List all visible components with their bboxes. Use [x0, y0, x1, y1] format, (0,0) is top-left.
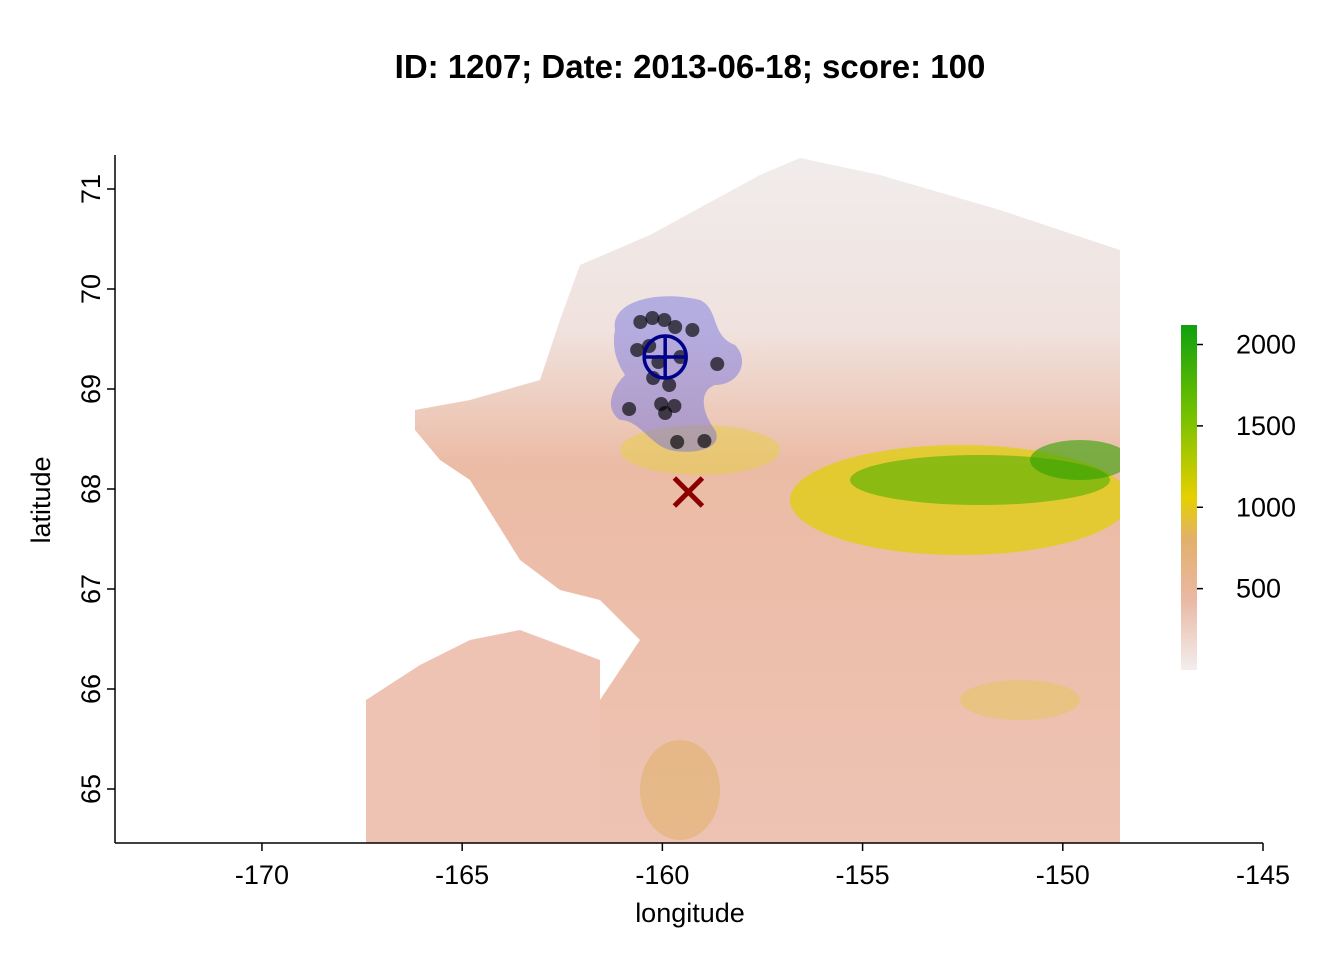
chart-title: ID: 1207; Date: 2013-06-18; score: 100 — [395, 48, 986, 85]
point — [645, 311, 660, 325]
y-tick-label: 67 — [76, 574, 106, 604]
colorbar-tick-label: 2000 — [1236, 330, 1296, 360]
centroid-cross — [644, 336, 687, 378]
point — [670, 435, 685, 449]
point — [668, 320, 683, 334]
x-axis-label: longitude — [635, 898, 745, 928]
point — [657, 313, 672, 327]
terrain — [366, 158, 1120, 843]
x-tick-label: -145 — [1236, 860, 1290, 890]
point — [622, 402, 637, 416]
colorbar — [1181, 325, 1197, 670]
point — [630, 343, 645, 357]
y-tick-label: 65 — [76, 774, 106, 804]
x-tick-label: -170 — [235, 860, 289, 890]
y-tick-label: 69 — [76, 374, 106, 404]
y-tick-label: 71 — [76, 174, 106, 204]
point — [697, 434, 712, 448]
colorbar-tick-label: 500 — [1236, 574, 1281, 604]
x-tick-label: -165 — [435, 860, 489, 890]
y-tick-label: 70 — [76, 274, 106, 304]
point — [662, 378, 677, 392]
colorbar-tick-label: 1500 — [1236, 411, 1296, 441]
y-tick-label: 68 — [76, 474, 106, 504]
x-tick-label: -160 — [635, 860, 689, 890]
y-axis-label: latitude — [26, 456, 56, 543]
point — [710, 357, 725, 371]
point — [667, 399, 682, 413]
point — [685, 323, 700, 337]
location-marker — [672, 476, 705, 508]
colorbar-tick-label: 1000 — [1236, 492, 1296, 522]
x-tick-label: -155 — [836, 860, 890, 890]
y-tick-label: 66 — [76, 674, 106, 704]
x-tick-label: -150 — [1036, 860, 1090, 890]
point — [633, 315, 648, 329]
